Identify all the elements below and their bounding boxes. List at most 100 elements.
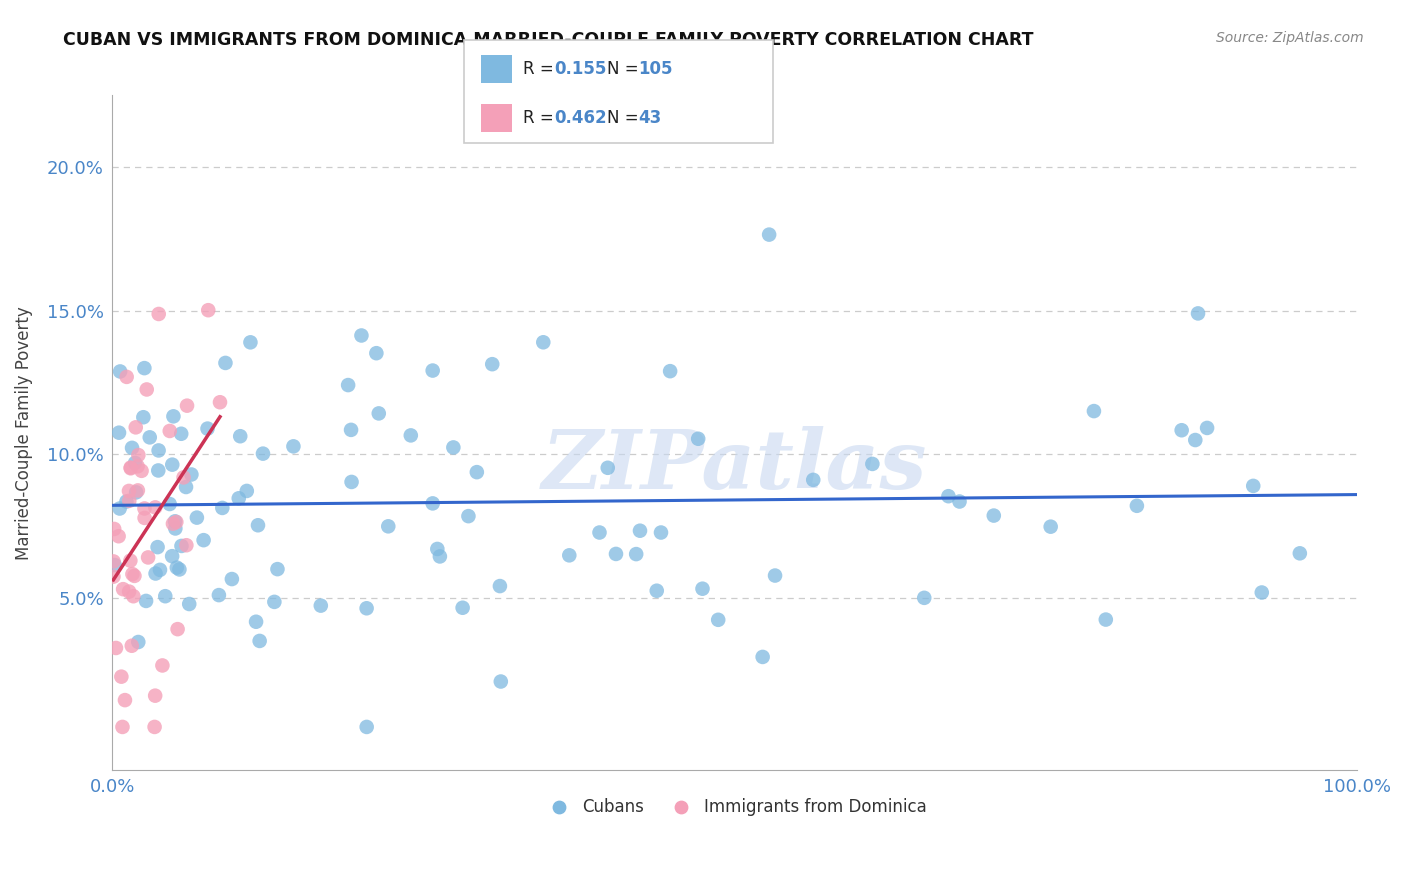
Point: [121, 567, 143, 582]
Point: [246, 518, 269, 533]
Point: [103, 522, 125, 536]
Point: [214, 356, 236, 370]
Point: [143, 689, 166, 703]
Point: [110, 670, 132, 684]
Point: [179, 597, 201, 611]
Point: [118, 483, 141, 498]
Point: [143, 720, 166, 734]
Point: [340, 423, 363, 437]
Point: [170, 426, 193, 441]
Point: [426, 541, 449, 556]
Point: [422, 496, 444, 510]
Point: [367, 406, 389, 420]
Legend: Cubans, Immigrants from Dominica: Cubans, Immigrants from Dominica: [536, 791, 934, 822]
Point: [645, 583, 668, 598]
Point: [193, 533, 215, 548]
Point: [107, 529, 129, 543]
Point: [366, 346, 388, 360]
Point: [160, 549, 183, 564]
Point: [127, 635, 149, 649]
Point: [197, 303, 219, 318]
Point: [266, 562, 288, 576]
Y-axis label: Married-Couple Family Poverty: Married-Couple Family Poverty: [15, 306, 32, 559]
Point: [801, 473, 824, 487]
Point: [1083, 404, 1105, 418]
Point: [197, 422, 219, 436]
Point: [104, 558, 127, 572]
Point: [912, 591, 935, 605]
Point: [121, 639, 143, 653]
Point: [120, 460, 142, 475]
Point: [1197, 421, 1219, 435]
Point: [588, 525, 610, 540]
Point: [162, 516, 184, 531]
Point: [451, 600, 474, 615]
Point: [114, 693, 136, 707]
Point: [938, 489, 960, 503]
Text: R =: R =: [523, 109, 560, 128]
Point: [166, 560, 188, 574]
Point: [149, 563, 172, 577]
Point: [166, 622, 188, 636]
Point: [139, 430, 162, 444]
Point: [489, 579, 512, 593]
Point: [692, 582, 714, 596]
Point: [283, 439, 305, 453]
Point: [136, 550, 159, 565]
Point: [176, 538, 198, 552]
Point: [489, 674, 512, 689]
Point: [131, 464, 153, 478]
Point: [108, 501, 131, 516]
Point: [186, 510, 208, 524]
Point: [148, 443, 170, 458]
Point: [1039, 519, 1062, 533]
Point: [120, 461, 142, 475]
Point: [229, 429, 252, 443]
Point: [1288, 546, 1310, 560]
Point: [481, 357, 503, 371]
Point: [162, 409, 184, 424]
Text: CUBAN VS IMMIGRANTS FROM DOMINICA MARRIED-COUPLE FAMILY POVERTY CORRELATION CHAR: CUBAN VS IMMIGRANTS FROM DOMINICA MARRIE…: [63, 31, 1033, 49]
Point: [558, 549, 581, 563]
Point: [948, 494, 970, 508]
Point: [118, 493, 141, 508]
Point: [103, 569, 125, 583]
Point: [152, 658, 174, 673]
Point: [1170, 423, 1192, 437]
Point: [605, 547, 627, 561]
Point: [340, 475, 363, 489]
Text: 0.155: 0.155: [554, 60, 606, 78]
Point: [120, 554, 142, 568]
Point: [135, 594, 157, 608]
Point: [236, 483, 259, 498]
Point: [457, 509, 479, 524]
Text: 0.462: 0.462: [554, 109, 606, 128]
Point: [860, 457, 883, 471]
Point: [112, 582, 135, 597]
Point: [104, 640, 127, 655]
Point: [176, 399, 198, 413]
Point: [983, 508, 1005, 523]
Point: [162, 458, 184, 472]
Point: [399, 428, 422, 442]
Point: [134, 511, 156, 525]
Point: [135, 383, 157, 397]
Point: [122, 589, 145, 603]
Point: [441, 441, 464, 455]
Point: [252, 447, 274, 461]
Point: [422, 363, 444, 377]
Point: [1241, 479, 1264, 493]
Point: [337, 378, 360, 392]
Point: [125, 420, 148, 434]
Point: [174, 480, 197, 494]
Point: [134, 501, 156, 516]
Point: [211, 500, 233, 515]
Text: N =: N =: [607, 109, 644, 128]
Point: [221, 572, 243, 586]
Point: [169, 562, 191, 576]
Point: [309, 599, 332, 613]
Point: [531, 335, 554, 350]
Point: [228, 491, 250, 506]
Point: [465, 465, 488, 479]
Point: [1184, 433, 1206, 447]
